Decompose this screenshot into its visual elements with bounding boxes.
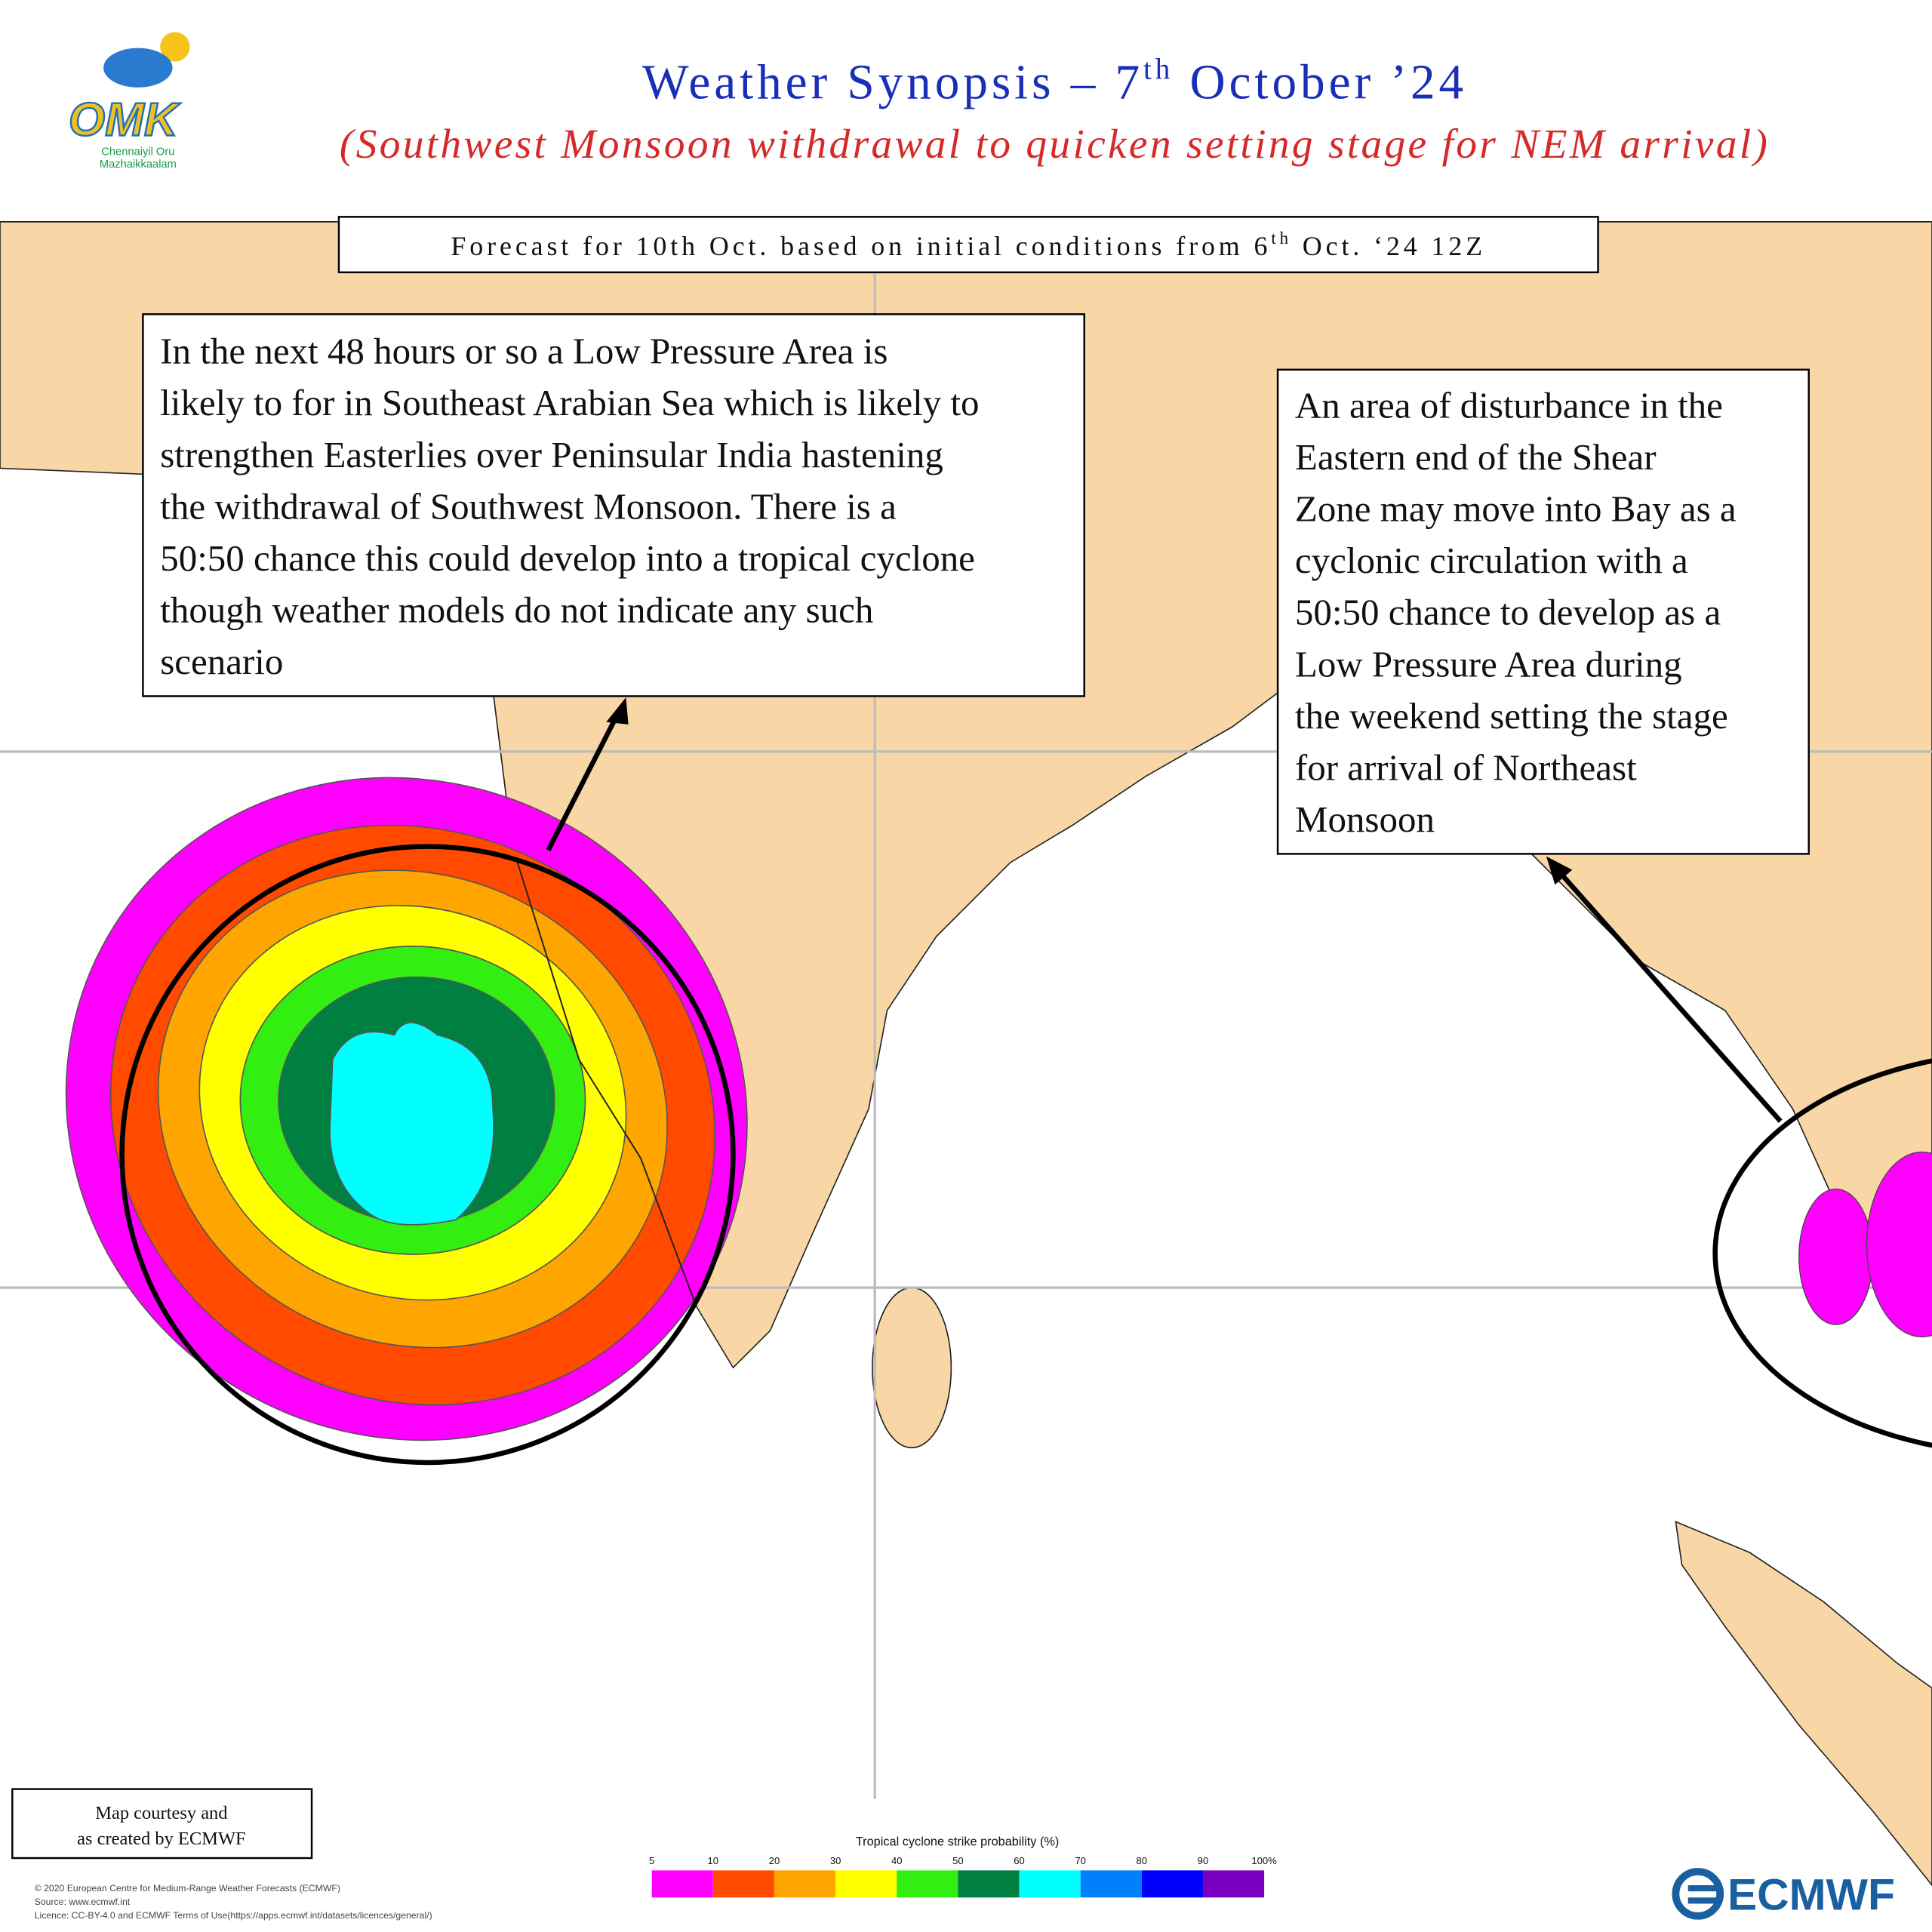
annotation-left: In the next 48 hours or so a Low Pressur… xyxy=(160,331,979,682)
legend: 5 10 20 30 40 50 60 70 80 90 100% xyxy=(649,1855,1277,1898)
courtesy-line: as created by ECMWF xyxy=(77,1829,246,1849)
forecast-sup: th xyxy=(1271,229,1292,248)
annotation-line: for arrival of Northeast xyxy=(1295,746,1637,788)
annotation-line: Zone may move into Bay as a xyxy=(1295,488,1737,530)
legend-swatch xyxy=(651,1870,713,1898)
brand-text: ECMWF xyxy=(1727,1871,1895,1920)
annotation-right: An area of disturbance in the Eastern end… xyxy=(1295,384,1737,840)
annotation-line: though weather models do not indicate an… xyxy=(160,589,873,630)
logo-mark: OMK xyxy=(69,94,181,146)
logo-line: Mazhaikkaalam xyxy=(100,158,177,171)
copyright-line: © 2020 European Centre for Medium-Range … xyxy=(35,1883,340,1894)
legend-tick: 30 xyxy=(830,1855,841,1866)
annotation-line: scenario xyxy=(160,641,283,682)
legend-tick: 70 xyxy=(1075,1855,1086,1866)
legend-swatch xyxy=(958,1870,1020,1898)
legend-tick: 90 xyxy=(1198,1855,1209,1866)
annotation-line: cyclonic circulation with a xyxy=(1295,540,1688,581)
legend-swatch xyxy=(1019,1870,1081,1898)
legend-tick: 60 xyxy=(1014,1855,1025,1866)
title: Weather Synopsis – 7th October ’24 xyxy=(642,53,1467,109)
legend-swatch xyxy=(774,1870,836,1898)
title-sup: th xyxy=(1143,53,1174,85)
annotation-line: the weekend setting the stage xyxy=(1295,695,1728,737)
annotation-line: Low Pressure Area during xyxy=(1295,643,1682,685)
annotation-line: 50:50 chance this could develop into a t… xyxy=(160,537,975,579)
annotation-line: Eastern end of the Shear xyxy=(1295,436,1657,478)
brand: ECMWF xyxy=(1672,1868,1895,1920)
legend-tick: 100% xyxy=(1251,1855,1277,1866)
legend-swatch xyxy=(1141,1870,1203,1898)
forecast-text: Forecast for 10th Oct. based on initial … xyxy=(451,229,1486,261)
legend-tick: 20 xyxy=(769,1855,780,1866)
forecast-part: Oct. ‘24 12Z xyxy=(1292,231,1486,261)
annotation-line: Monsoon xyxy=(1295,798,1435,840)
forecast-part: Forecast for 10th Oct. based on initial … xyxy=(451,231,1271,261)
copyright: © 2020 European Centre for Medium-Range … xyxy=(35,1883,432,1921)
legend-tick: 80 xyxy=(1137,1855,1148,1866)
legend-tick: 40 xyxy=(891,1855,903,1866)
annotation-line: likely to for in Southeast Arabian Sea w… xyxy=(160,382,979,423)
forecast-box xyxy=(337,216,1599,274)
copyright-line: Licence: CC-BY-4.0 and ECMWF Terms of Us… xyxy=(35,1910,432,1921)
legend-swatch xyxy=(897,1870,958,1898)
annotation-line: strengthen Easterlies over Peninsular In… xyxy=(160,434,943,475)
title-text: Weather Synopsis – 7 xyxy=(642,56,1143,110)
legend-tick: 50 xyxy=(952,1855,964,1866)
courtesy-box xyxy=(11,1788,313,1860)
annotation-line: In the next 48 hours or so a Low Pressur… xyxy=(160,331,888,372)
copyright-line: Source: www.ecmwf.int xyxy=(35,1897,131,1907)
legend-swatch xyxy=(1080,1870,1142,1898)
logo-line: Chennaiyil Oru xyxy=(101,146,174,158)
legend-swatch xyxy=(835,1870,897,1898)
courtesy-line: Map courtesy and xyxy=(95,1803,227,1823)
legend-swatch xyxy=(1202,1870,1265,1898)
legend-swatch xyxy=(712,1870,774,1898)
logo: OMK Chennaiyil Oru Mazhaikkaalam xyxy=(49,22,190,196)
legend-tick: 5 xyxy=(649,1855,654,1866)
annotation-line: the withdrawal of Southwest Monsoon. The… xyxy=(160,485,897,527)
legend-title: Tropical cyclone strike probability (%) xyxy=(856,1835,1060,1849)
annotation-line: An area of disturbance in the xyxy=(1295,384,1723,426)
annotation-line: 50:50 chance to develop as a xyxy=(1295,592,1721,633)
legend-tick: 10 xyxy=(708,1855,719,1866)
annotation-box xyxy=(1276,368,1810,855)
title-text: October ’24 xyxy=(1174,56,1467,110)
subtitle: (Southwest Monsoon withdrawal to quicken… xyxy=(340,122,1770,168)
courtesy: Map courtesy and as created by ECMWF xyxy=(77,1803,246,1849)
annotation-box xyxy=(142,313,1085,697)
